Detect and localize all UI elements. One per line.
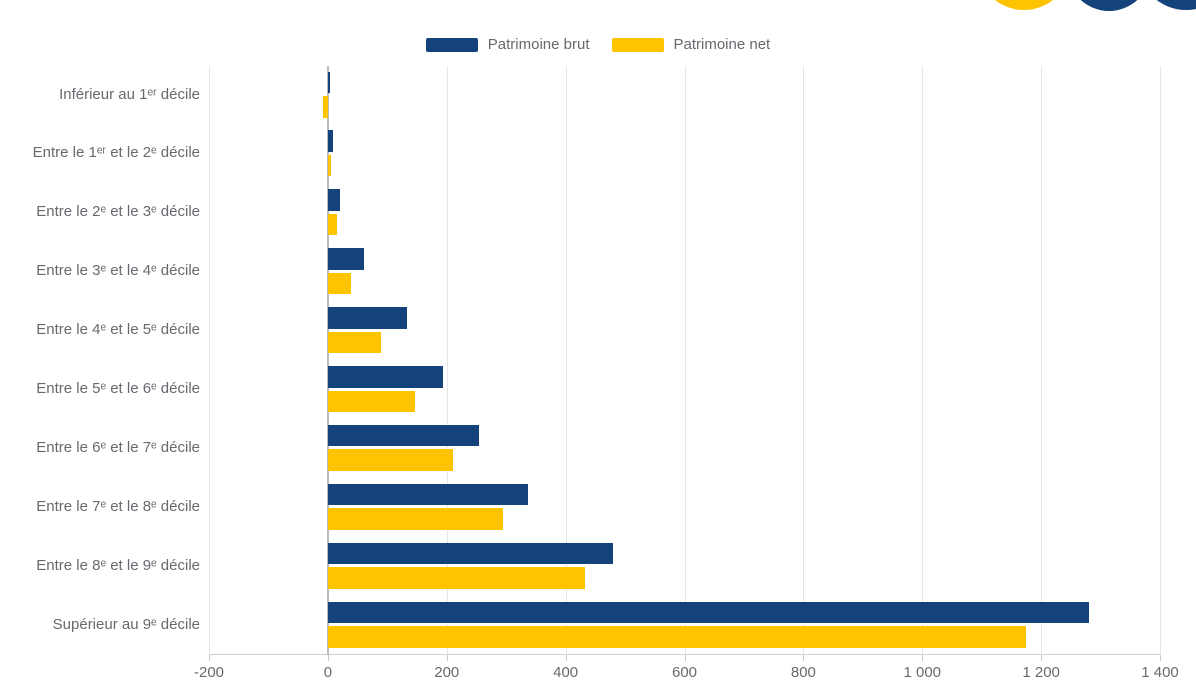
x-axis-tick-label: 0: [323, 664, 333, 681]
bar-patrimoine-net[interactable]: [327, 508, 503, 530]
bar-patrimoine-brut[interactable]: [327, 248, 364, 270]
x-axis-tick-400: [565, 655, 567, 661]
bar-patrimoine-net[interactable]: [327, 390, 416, 412]
bar-patrimoine-brut[interactable]: [327, 424, 479, 447]
category-label: Entre le 5ᵉ et le 6ᵉ décile: [36, 380, 200, 397]
gridline-0: [326, 66, 329, 655]
bar-patrimoine-net[interactable]: [327, 272, 352, 295]
gridline-1400: [1160, 66, 1161, 655]
category-label: Inférieur au 1ᵉʳ décile: [59, 85, 200, 103]
gridline-400: [565, 66, 567, 655]
bar-patrimoine-brut[interactable]: [327, 189, 340, 211]
bar-patrimoine-net[interactable]: [327, 567, 586, 589]
bar-patrimoine-brut[interactable]: [327, 483, 528, 506]
category-label: Supérieur au 9ᵉ décile: [52, 615, 200, 633]
x-axis-tick-label: 1 000: [903, 664, 942, 681]
header-circle-decoration: [1138, 0, 1196, 10]
x-axis-tick-label: 400: [553, 664, 579, 681]
x-axis-tick-label: 1 200: [1022, 664, 1060, 681]
category-label: Entre le 4ᵉ et le 5ᵉ décile: [36, 321, 200, 339]
bar-patrimoine-net[interactable]: [327, 449, 453, 471]
gridline--200: [209, 66, 210, 655]
chart-legend: Patrimoine brut Patrimoine net: [0, 36, 1196, 53]
x-axis-tick-200: [446, 655, 448, 661]
category-label: Entre le 7ᵉ et le 8ᵉ décile: [36, 497, 200, 515]
x-axis-tick-800: [803, 655, 805, 661]
x-axis-tick-1400: [1160, 655, 1161, 661]
x-axis-tick-label: 200: [434, 664, 460, 681]
x-axis-tick-label: -200: [193, 664, 225, 681]
bar-patrimoine-brut[interactable]: [327, 307, 407, 329]
category-label: Entre le 8ᵉ et le 9ᵉ décile: [36, 556, 200, 574]
legend-label-net: Patrimoine net: [673, 36, 771, 53]
x-axis-tick-label: 800: [790, 664, 816, 681]
bar-patrimoine-brut[interactable]: [327, 601, 1089, 624]
x-axis-tick-label: 1 400: [1141, 664, 1179, 681]
category-label: Entre le 6ᵉ et le 7ᵉ décile: [36, 438, 200, 456]
x-axis-tick-label: 600: [671, 664, 698, 681]
bar-patrimoine-brut[interactable]: [327, 71, 330, 93]
x-axis-tick-1000: [922, 655, 924, 661]
x-axis-tick-1200: [1041, 655, 1043, 661]
gridline-600: [684, 66, 686, 655]
bar-patrimoine-brut[interactable]: [327, 366, 443, 388]
x-axis-tick-600: [684, 655, 686, 661]
bar-patrimoine-net[interactable]: [327, 154, 332, 177]
bar-patrimoine-net[interactable]: [327, 626, 1027, 648]
header-circle-decoration: [1067, 0, 1151, 11]
bar-patrimoine-net[interactable]: [323, 96, 328, 118]
gridline-800: [803, 66, 805, 655]
bar-patrimoine-brut[interactable]: [327, 130, 334, 152]
legend-swatch-brut-icon: [425, 37, 478, 52]
legend-item-patrimoine-net[interactable]: Patrimoine net: [611, 36, 771, 53]
category-label: Entre le 2ᵉ et le 3ᵉ décile: [36, 203, 200, 221]
category-label: Entre le 1ᵉʳ et le 2ᵉ décile: [32, 144, 200, 162]
x-axis-tick-0: [327, 655, 329, 661]
header-circle-decoration: [977, 0, 1071, 10]
legend-label-brut: Patrimoine brut: [487, 36, 590, 53]
gridline-1000: [922, 66, 924, 655]
legend-item-patrimoine-brut[interactable]: Patrimoine brut: [425, 36, 590, 53]
x-axis-tick--200: [209, 655, 210, 661]
category-label: Entre le 3ᵉ et le 4ᵉ décile: [36, 262, 200, 280]
bar-patrimoine-brut[interactable]: [327, 542, 614, 565]
legend-swatch-net-icon: [611, 37, 664, 52]
bar-patrimoine-net[interactable]: [327, 331, 381, 354]
bar-patrimoine-net[interactable]: [327, 213, 337, 236]
gridline-1200: [1041, 66, 1043, 655]
gridline-200: [446, 66, 448, 655]
